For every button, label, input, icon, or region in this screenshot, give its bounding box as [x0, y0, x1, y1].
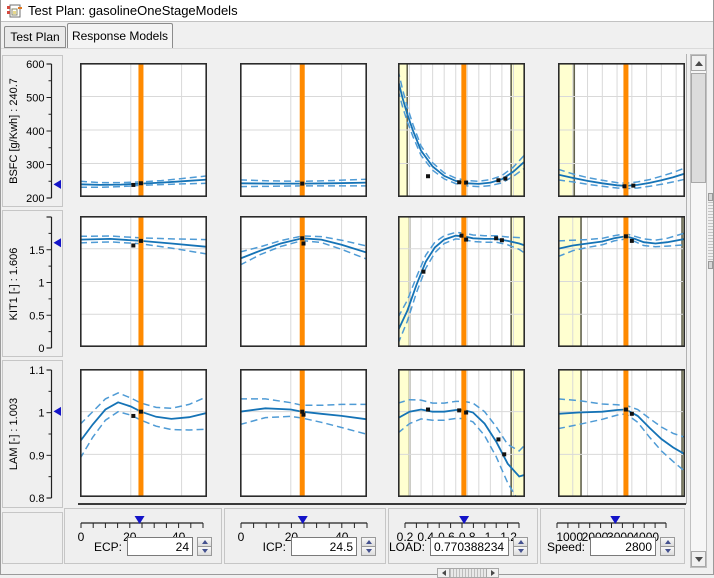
svg-text:0: 0: [78, 530, 85, 543]
tab-bar: Test Plan Response Models: [1, 23, 713, 49]
input-row-Speed: Speed:: [547, 537, 675, 556]
svg-text:1: 1: [485, 530, 492, 543]
spin-down-ECP[interactable]: [197, 546, 212, 556]
input-row-LOAD: LOAD:: [389, 537, 528, 556]
splitter-nub-top[interactable]: [708, 193, 713, 201]
plot-BSFC-vs-Speed[interactable]: [558, 63, 685, 197]
input-Speed[interactable]: [590, 537, 656, 556]
slider-thumb-LOAD[interactable]: [459, 516, 470, 524]
spinner-ECP: [197, 537, 212, 556]
h-scroll-right-button[interactable]: [486, 569, 498, 577]
scroll-up-button[interactable]: [691, 55, 706, 71]
plot-LAM-vs-Speed[interactable]: [558, 369, 685, 497]
svg-text:1: 1: [38, 408, 44, 420]
scroll-down-button[interactable]: [691, 551, 706, 567]
spin-down-Speed[interactable]: [660, 546, 675, 556]
plot-LAM-vs-ECP[interactable]: [80, 369, 207, 497]
value-marker-BSFC: [53, 179, 61, 189]
value-marker-KIT1: [53, 238, 61, 248]
spin-up-ECP[interactable]: [197, 537, 212, 546]
svg-text:0.8: 0.8: [29, 493, 44, 505]
svg-text:300: 300: [26, 160, 44, 172]
splitter-handle[interactable]: [708, 193, 713, 269]
input-ECP[interactable]: [127, 537, 193, 556]
splitter-nub-bottom[interactable]: [708, 261, 713, 269]
h-scroll-left-button[interactable]: [438, 569, 450, 577]
scrollbar-thumb[interactable]: [691, 73, 706, 183]
right-arrow-icon: [490, 570, 495, 576]
svg-text:0.9: 0.9: [29, 450, 44, 462]
input-panel-ICP: 02040ICP:: [224, 508, 386, 564]
h-scrollbar-fragment[interactable]: [437, 568, 499, 578]
input-ICP[interactable]: [291, 537, 357, 556]
svg-text:1.5: 1.5: [29, 245, 44, 257]
plot-BSFC-vs-ICP[interactable]: [240, 63, 367, 197]
slider-thumb-ICP[interactable]: [297, 516, 308, 524]
svg-text:1.1: 1.1: [29, 365, 44, 377]
plot-BSFC-vs-LOAD[interactable]: [398, 63, 525, 197]
plot-BSFC-vs-ECP[interactable]: [80, 63, 207, 197]
svg-text:0.5: 0.5: [29, 310, 44, 322]
spin-up-LOAD[interactable]: [513, 537, 528, 546]
plots-bottom-edge: [78, 503, 686, 505]
spin-down-ICP[interactable]: [361, 546, 376, 556]
input-LOAD[interactable]: [430, 537, 509, 556]
y-axis-LAM: 0.8 0.9 1 1.1: [29, 365, 61, 505]
plot-LAM-vs-LOAD[interactable]: [398, 369, 525, 497]
plot-KIT1-vs-ICP[interactable]: [240, 216, 367, 347]
response-axis-panel-LAM: LAM [-] : 1.003 0.8 0.9 1 1.1: [2, 360, 63, 508]
input-label-LOAD: LOAD:: [388, 539, 425, 554]
input-label-ICP: ICP:: [262, 539, 286, 554]
plot-KIT1-vs-LOAD[interactable]: [398, 216, 525, 347]
input-label-Speed: Speed:: [546, 539, 585, 554]
y-axis-KIT1: 0 0.5 1 1.5: [29, 216, 61, 355]
response-axis-panel-BSFC: BSFC [g/Kwh] : 240.7 200 300 400 500 600: [2, 55, 63, 207]
input-panel-LOAD: 0.20.40.60.811.2LOAD:: [388, 508, 538, 564]
spinner-LOAD: [513, 537, 528, 556]
y-axis-BSFC: 200 300 400 500 600: [26, 59, 61, 205]
svg-text:0: 0: [238, 530, 245, 543]
plot-LAM-vs-ICP[interactable]: [240, 369, 367, 497]
slider-ICP[interactable]: 02040: [230, 511, 382, 543]
input-panel-Speed: 1000200030004000Speed:: [540, 508, 685, 564]
bottom-left-panel: [2, 512, 63, 564]
spinner-Speed: [660, 537, 675, 556]
tab-test-plan[interactable]: Test Plan: [4, 26, 66, 48]
input-label-ECP: ECP:: [93, 539, 122, 554]
up-arrow-icon: [694, 60, 703, 66]
window-titlebar: Test Plan: gasolineOneStageModels: [1, 0, 713, 22]
svg-text:600: 600: [26, 59, 44, 71]
svg-text:1000: 1000: [556, 530, 583, 543]
plots-area: [64, 54, 687, 504]
spinner-ICP: [361, 537, 376, 556]
window-title: Test Plan: gasolineOneStageModels: [28, 3, 238, 18]
svg-text:0.2: 0.2: [397, 530, 414, 543]
value-marker-LAM: [53, 406, 61, 416]
input-row-ECP: ECP:: [94, 537, 212, 556]
slider-thumb-Speed[interactable]: [610, 516, 621, 524]
left-arrow-icon: [441, 570, 446, 576]
svg-text:400: 400: [26, 126, 44, 138]
input-row-ICP: ICP:: [263, 537, 376, 556]
h-scroll-track[interactable]: [450, 569, 486, 577]
svg-text:1: 1: [38, 278, 44, 290]
slider-thumb-ECP[interactable]: [134, 516, 145, 524]
tab-response-models[interactable]: Response Models: [67, 23, 173, 48]
plot-KIT1-vs-ECP[interactable]: [80, 216, 207, 347]
svg-text:500: 500: [26, 93, 44, 105]
testplan-icon: [7, 4, 22, 17]
v-scrollbar[interactable]: [690, 54, 707, 568]
spin-up-Speed[interactable]: [660, 537, 675, 546]
spin-down-LOAD[interactable]: [513, 546, 528, 556]
spin-up-ICP[interactable]: [361, 537, 376, 546]
svg-text:200: 200: [26, 193, 44, 205]
response-axis-panel-KIT1: KIT1 [-] : 1.606 0 0.5 1 1.5: [2, 210, 63, 357]
input-panel-ECP: 02040ECP:: [64, 508, 222, 564]
svg-text:0: 0: [38, 343, 44, 355]
down-arrow-icon: [694, 556, 703, 562]
plot-KIT1-vs-Speed[interactable]: [558, 216, 685, 347]
